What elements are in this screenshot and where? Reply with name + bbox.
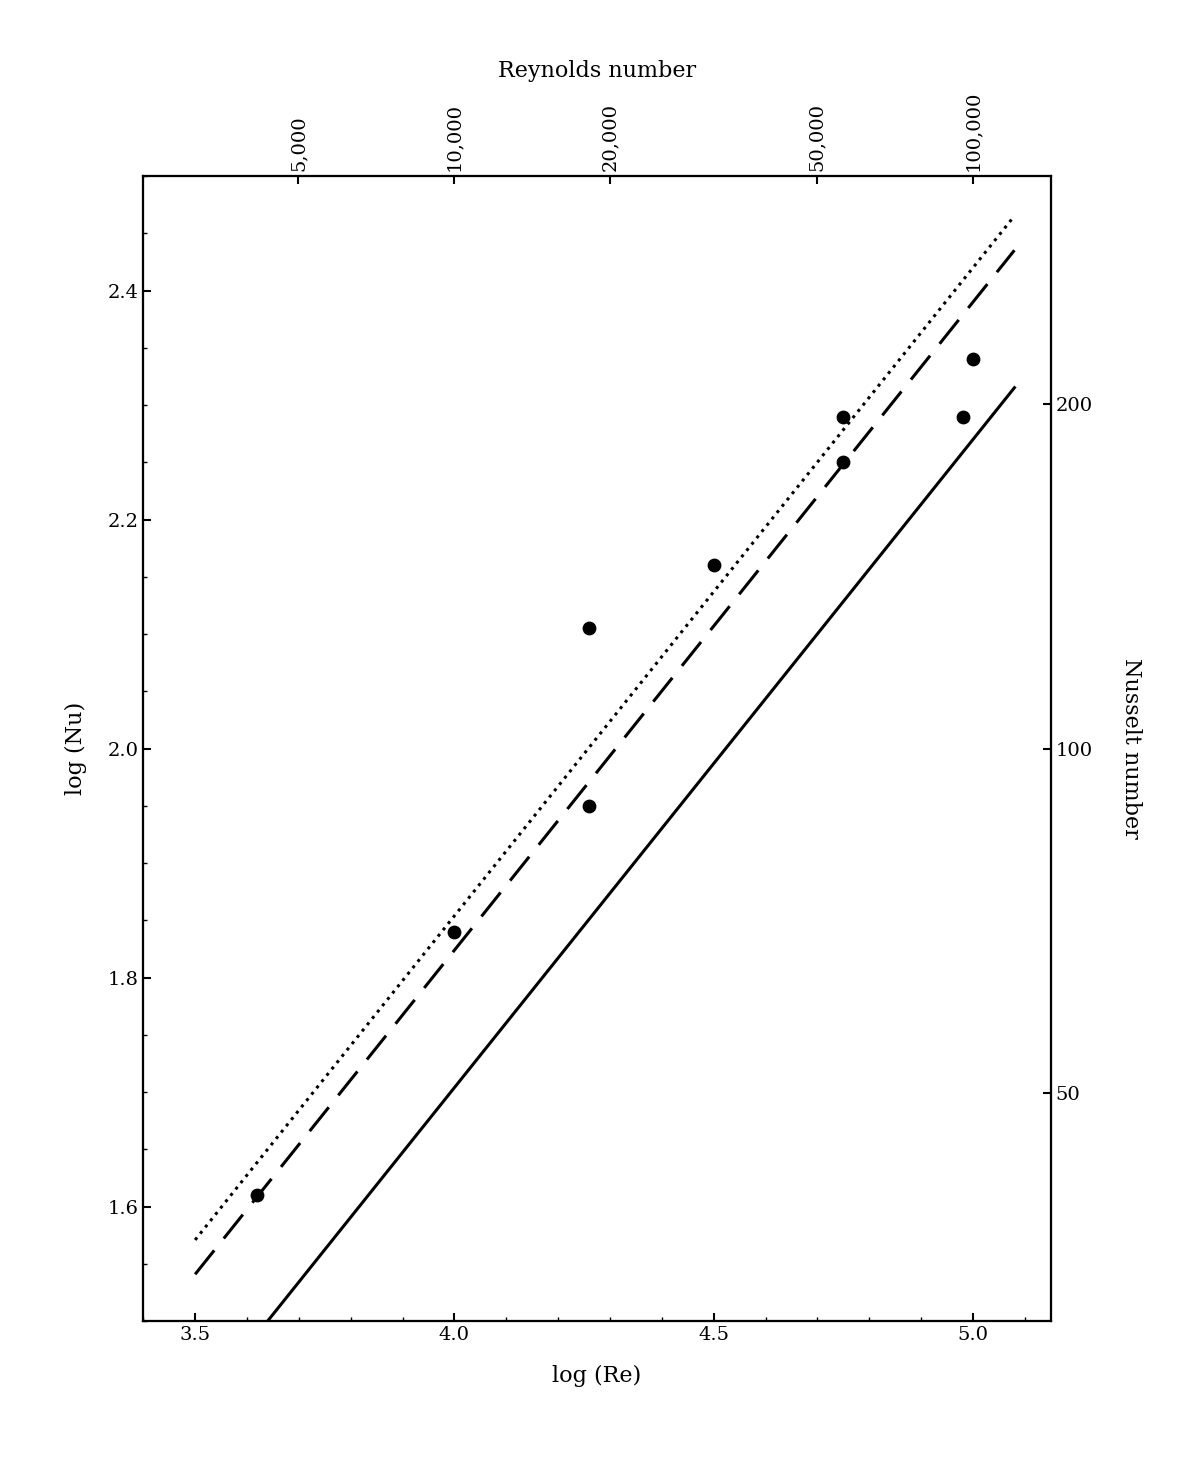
Point <box>833 451 853 474</box>
Y-axis label: log (Nu): log (Nu) <box>64 702 87 796</box>
X-axis label: Reynolds number: Reynolds number <box>498 60 696 82</box>
Point <box>248 1183 267 1207</box>
Point <box>953 405 972 429</box>
Y-axis label: Nusselt number: Nusselt number <box>1120 658 1143 840</box>
Point <box>445 920 464 944</box>
Point <box>704 553 724 577</box>
Point <box>964 348 983 371</box>
Point <box>579 794 598 818</box>
Point <box>833 405 853 429</box>
Point <box>579 617 598 640</box>
X-axis label: log (Re): log (Re) <box>553 1365 641 1387</box>
